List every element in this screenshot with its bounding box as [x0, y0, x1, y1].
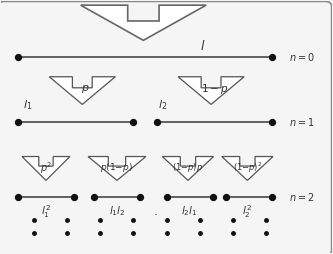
- Point: [15, 55, 21, 59]
- Polygon shape: [163, 156, 213, 180]
- Polygon shape: [88, 156, 146, 180]
- Text: $p$: $p$: [81, 83, 90, 95]
- Text: $(1{-}p)p$: $(1{-}p)p$: [172, 161, 203, 174]
- Polygon shape: [222, 156, 273, 180]
- Polygon shape: [22, 156, 70, 180]
- Point: [269, 195, 275, 199]
- Point: [131, 120, 136, 124]
- Polygon shape: [81, 5, 206, 40]
- Point: [164, 195, 169, 199]
- Text: $l_2 l_1$: $l_2 l_1$: [181, 204, 198, 218]
- Text: $p(1{-}p)$: $p(1{-}p)$: [101, 161, 134, 174]
- Text: $l$: $l$: [199, 39, 205, 53]
- Text: $n=0$: $n=0$: [289, 51, 314, 63]
- Point: [223, 195, 228, 199]
- Text: $(1{-}p)^2$: $(1{-}p)^2$: [233, 161, 262, 175]
- Point: [269, 55, 275, 59]
- Polygon shape: [178, 77, 244, 104]
- Point: [154, 120, 159, 124]
- Point: [15, 120, 21, 124]
- Text: $l_1 l_2$: $l_1 l_2$: [109, 204, 125, 218]
- Text: $1-p$: $1-p$: [201, 82, 228, 96]
- Point: [138, 195, 143, 199]
- Text: $l_1^{\,2}$: $l_1^{\,2}$: [41, 203, 51, 219]
- Point: [210, 195, 215, 199]
- Text: $l_2^{\,2}$: $l_2^{\,2}$: [242, 203, 253, 219]
- Text: $p^2$: $p^2$: [40, 160, 52, 176]
- Point: [71, 195, 77, 199]
- Point: [269, 120, 275, 124]
- Point: [91, 195, 97, 199]
- Text: $n=1$: $n=1$: [289, 116, 314, 128]
- Point: [15, 195, 21, 199]
- Polygon shape: [49, 77, 115, 104]
- Text: $.$: $.$: [153, 205, 157, 218]
- Text: $l_1$: $l_1$: [23, 98, 32, 112]
- Text: $l_2$: $l_2$: [158, 98, 167, 112]
- Text: $n=2$: $n=2$: [289, 191, 314, 203]
